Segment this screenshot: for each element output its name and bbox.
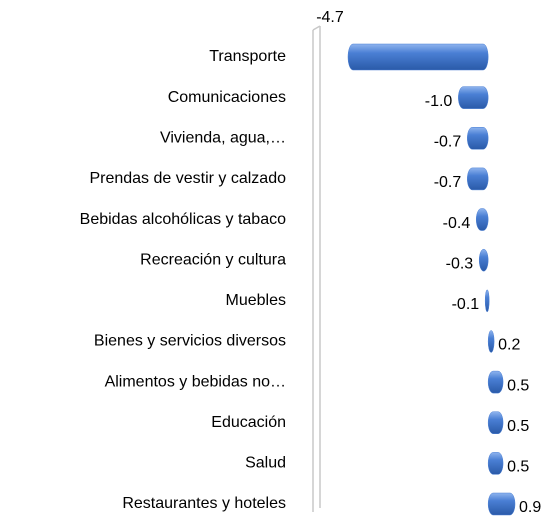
y-tick-label: Transporte (209, 48, 286, 65)
y-tick-label: Restaurantes y hoteles (122, 495, 286, 512)
data-label: 0.2 (498, 337, 520, 354)
data-label: 0.9 (519, 499, 541, 516)
data-label: 0.5 (507, 377, 529, 394)
data-label: -1.0 (425, 93, 453, 110)
y-tick-label: Recreación y cultura (140, 251, 286, 268)
bar (484, 289, 490, 313)
data-label: -0.7 (434, 133, 462, 150)
y-tick-label: Salud (245, 455, 286, 472)
bar (347, 43, 489, 71)
bar (487, 492, 516, 516)
y-tick-label: Bebidas alcohólicas y tabaco (80, 211, 286, 228)
bar (475, 208, 489, 231)
y-tick-label: Muebles (226, 292, 286, 309)
y-tick-label: Alimentos y bebidas no… (105, 373, 286, 390)
data-label: -0.7 (434, 174, 462, 191)
y-tick-label: Prendas de vestir y calzado (89, 170, 286, 187)
axis-wall (312, 25, 321, 512)
y-tick-label: Bienes y servicios diversos (94, 333, 286, 350)
bar (487, 452, 504, 475)
bar (487, 370, 504, 394)
data-label: -0.1 (452, 296, 480, 313)
y-tick-label: Educación (211, 414, 286, 431)
data-label: 0.5 (507, 459, 529, 476)
bar (458, 86, 489, 109)
bar (467, 127, 489, 150)
data-label: -0.4 (443, 215, 471, 232)
bar (478, 248, 489, 272)
bar (487, 411, 504, 434)
data-label: 0.5 (507, 418, 529, 435)
bar (487, 330, 495, 353)
data-label: -0.3 (446, 255, 474, 272)
bar (467, 167, 489, 191)
y-tick-label: Comunicaciones (168, 89, 286, 106)
data-label: -4.7 (316, 9, 344, 26)
y-tick-label: Vivienda, agua,… (160, 129, 286, 146)
